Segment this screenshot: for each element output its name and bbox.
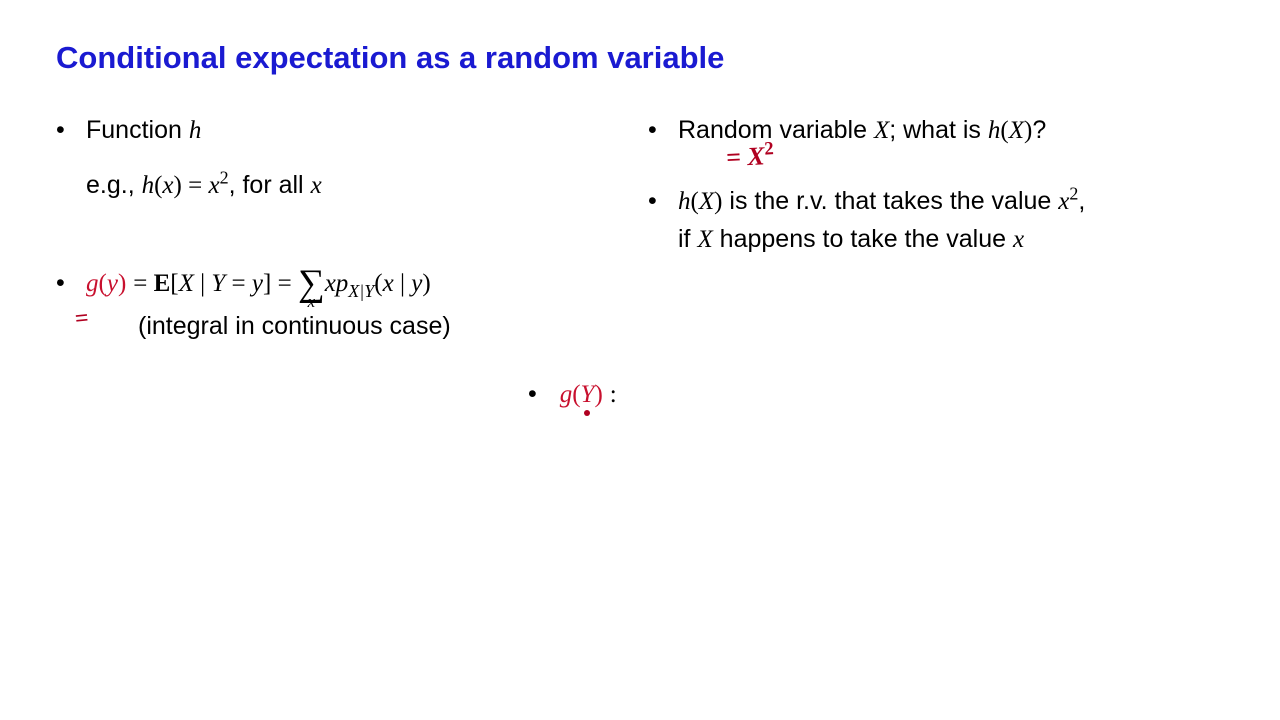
gy-lp2: ( <box>374 270 382 297</box>
r2-h: h <box>678 188 691 215</box>
left-bullet-2: g(y) = E[X | Y = y] = ∑xxpX|Y(x | y) (in… <box>56 265 616 345</box>
gy-E: E <box>154 270 171 297</box>
r1-lp: ( <box>1000 117 1008 144</box>
r2-comma: , <box>1078 187 1085 215</box>
func-example: e.g., h(x) = x2, for all x <box>86 167 616 204</box>
gy-eq1: = <box>133 270 153 297</box>
eg-pre: e.g., <box>86 171 142 199</box>
r2-X: X <box>699 188 714 215</box>
eg-eq: = <box>182 172 209 199</box>
eg-h: h <box>142 172 155 199</box>
eg-rp: ) <box>174 172 182 199</box>
gy-eqy: = <box>225 270 252 297</box>
right-bullet-2: h(X) is the r.v. that takes the value x2… <box>648 183 1224 258</box>
gy-bar: | <box>194 270 212 297</box>
gy-g: g <box>86 270 99 297</box>
gy-red: g(y) <box>86 269 133 297</box>
gy-sum-idx: x <box>308 295 315 307</box>
eg-x: x <box>162 172 173 199</box>
gy-sum: ∑x <box>298 273 325 296</box>
gy-X: X <box>179 270 194 297</box>
r2-l2pre: if <box>678 225 697 253</box>
r2-l2mid: happens to take the value <box>713 225 1013 253</box>
gY-Y: Y <box>581 381 595 408</box>
r1-X: X <box>874 117 889 144</box>
handwriting-dot <box>584 410 590 416</box>
gy-Y: Y <box>211 270 225 297</box>
r2-mid1: is the r.v. that takes the value <box>722 187 1058 215</box>
gy-y3: y <box>411 270 422 297</box>
func-label-pre: Function <box>86 116 189 144</box>
gY-colon: : <box>610 381 617 408</box>
gy-bar2: | <box>394 270 412 297</box>
r1-h: h <box>988 117 1001 144</box>
hand-eqx2-sup: 2 <box>764 138 774 159</box>
gy-lp: ( <box>99 270 107 297</box>
gY-rp: ) <box>594 381 602 408</box>
r2-x: x <box>1058 188 1069 215</box>
func-h: h <box>189 117 202 144</box>
gy-psub: X|Y <box>348 281 374 301</box>
gY-g: g <box>560 381 573 408</box>
gy-xsum: x <box>325 270 336 297</box>
gY-red: g(Y) <box>560 380 610 408</box>
gy-eq2: = <box>271 270 298 297</box>
left-column: Function h e.g., h(x) = x2, for all x g(… <box>56 112 640 370</box>
eg-x2: x <box>208 172 219 199</box>
gy-rp2: ) <box>422 270 430 297</box>
eg-sq: 2 <box>220 168 229 188</box>
eg-forall: , for all <box>229 171 311 199</box>
columns: Function h e.g., h(x) = x2, for all x g(… <box>56 112 1224 370</box>
r1-X2: X <box>1009 117 1024 144</box>
gy-y: y <box>107 270 118 297</box>
handwriting-x-squared: = X2 <box>725 141 775 173</box>
left-bullet-1: Function h e.g., h(x) = x2, for all x <box>56 112 616 205</box>
hand-eqx2: = X <box>725 141 765 172</box>
slide-title: Conditional expectation as a random vari… <box>56 40 1224 76</box>
eg-x3: x <box>311 172 322 199</box>
r2-lp: ( <box>691 188 699 215</box>
gy-rp: ) <box>118 270 126 297</box>
r2-x2: x <box>1013 226 1024 253</box>
r1-q: ? <box>1032 116 1046 144</box>
center-bullet-gY: g(Y) : <box>528 380 617 409</box>
gy-x2: x <box>383 270 394 297</box>
gy-y2: y <box>252 270 263 297</box>
gy-p: p <box>336 270 349 297</box>
r1-mid: ; what is <box>889 116 988 144</box>
r2-X2: X <box>697 226 712 253</box>
slide: Conditional expectation as a random vari… <box>0 0 1280 720</box>
handwriting-double-eq: = <box>74 306 87 334</box>
gY-lp: ( <box>572 381 580 408</box>
r1-pre: Random variable <box>678 116 874 144</box>
gy-lbr: [ <box>170 270 178 297</box>
gy-note: (integral in continuous case) <box>138 308 616 344</box>
